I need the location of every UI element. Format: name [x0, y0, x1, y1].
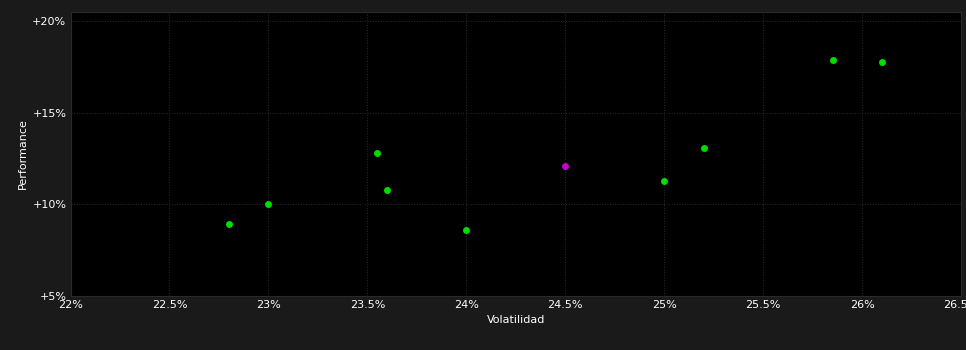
Y-axis label: Performance: Performance: [18, 119, 28, 189]
Point: [874, 59, 890, 64]
Point: [657, 178, 672, 183]
Point: [459, 227, 474, 233]
X-axis label: Volatilidad: Volatilidad: [487, 315, 545, 326]
Point: [221, 222, 237, 227]
Point: [261, 202, 276, 207]
Point: [557, 163, 573, 169]
Point: [825, 57, 840, 63]
Point: [696, 145, 712, 150]
Point: [380, 187, 395, 192]
Point: [370, 150, 385, 156]
